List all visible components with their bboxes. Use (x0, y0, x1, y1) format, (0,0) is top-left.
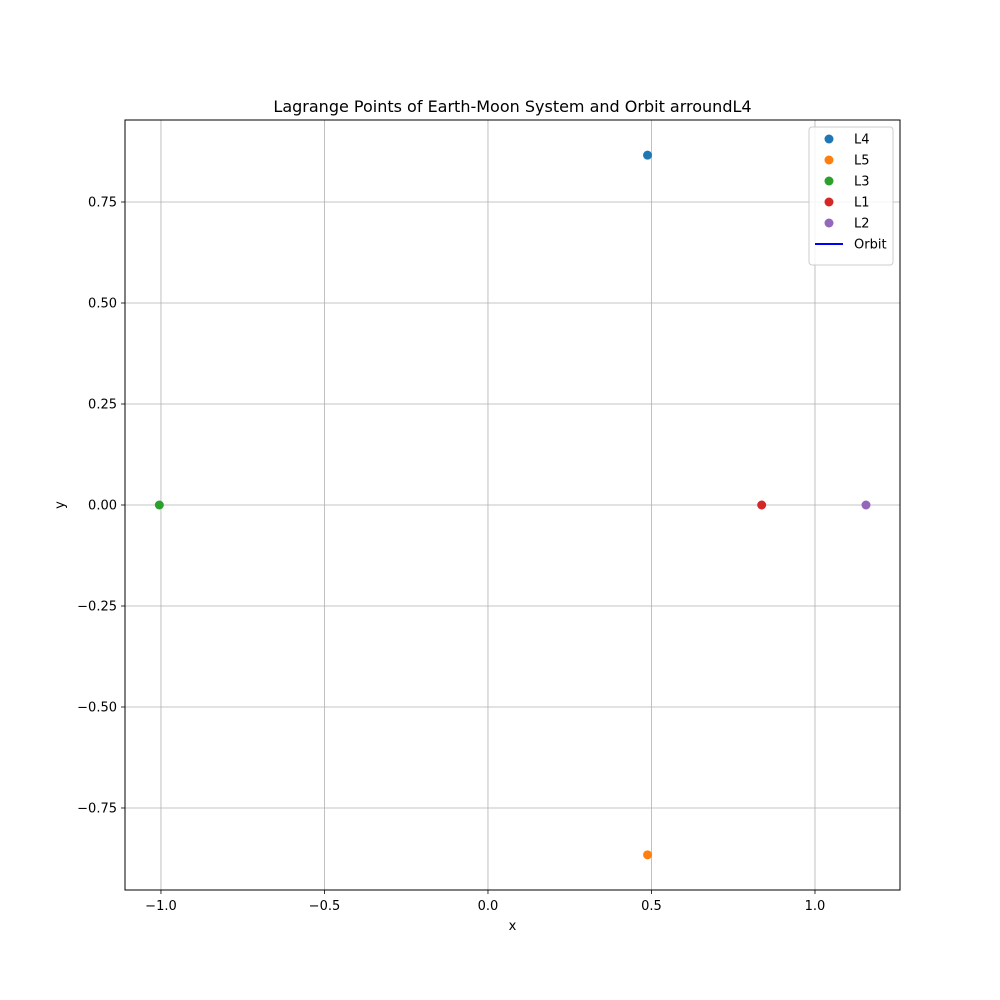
points-layer (154, 150, 871, 860)
point-l2 (861, 500, 871, 510)
legend-label-l2: L2 (854, 217, 870, 232)
y-tick-label: 0.50 (88, 297, 117, 312)
legend-marker-l2 (824, 218, 834, 228)
x-tick-label: −0.5 (309, 899, 341, 914)
legend-label-l3: L3 (854, 175, 870, 190)
x-tick-label: −1.0 (145, 899, 177, 914)
point-l5 (643, 850, 653, 860)
x-tick-label: 0.0 (478, 899, 499, 914)
y-tick-label: −0.75 (77, 801, 117, 816)
legend: L4 L5 L3 L1 L2 Orbit (808, 126, 894, 266)
grid-lines (125, 120, 900, 890)
x-tick-label: 1.0 (805, 899, 826, 914)
legend-marker-l1 (824, 197, 834, 207)
x-tick-label: 0.5 (641, 899, 662, 914)
y-tick-label: −0.50 (77, 700, 117, 715)
y-axis-label: y (53, 501, 68, 509)
x-ticks: −1.0 −0.5 0.0 0.5 1.0 (145, 890, 825, 914)
legend-label-l5: L5 (854, 154, 870, 169)
y-tick-label: 0.00 (88, 499, 117, 514)
point-l1 (757, 500, 767, 510)
chart-title: Lagrange Points of Earth-Moon System and… (273, 97, 751, 116)
legend-marker-l5 (824, 155, 834, 165)
y-tick-label: −0.25 (77, 599, 117, 614)
y-tick-label: 0.75 (88, 196, 117, 211)
legend-label-l4: L4 (854, 133, 870, 148)
legend-label-orbit: Orbit (854, 238, 887, 253)
legend-marker-l4 (824, 134, 834, 144)
legend-marker-l3 (824, 176, 834, 186)
point-l4 (643, 150, 653, 160)
point-l3 (154, 500, 164, 510)
y-ticks: −0.75 −0.50 −0.25 0.00 0.25 0.50 0.75 (77, 196, 125, 816)
x-axis-label: x (509, 919, 517, 934)
legend-label-l1: L1 (854, 196, 870, 211)
y-tick-label: 0.25 (88, 398, 117, 413)
